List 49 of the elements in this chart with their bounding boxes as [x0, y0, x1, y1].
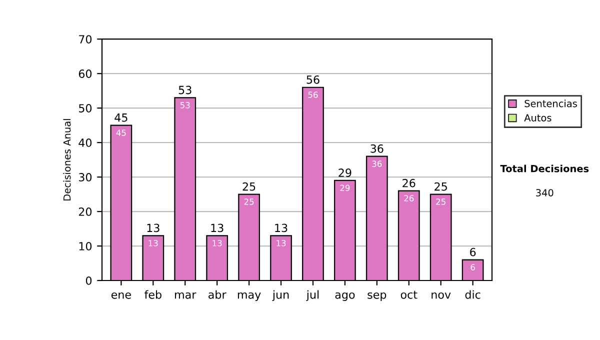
x-tick-label: sep [368, 292, 386, 301]
x-tick-label: ene [111, 292, 131, 299]
x-tick-label: nov [432, 292, 451, 299]
data-label: 13 [276, 240, 286, 246]
x-tick-label: may [238, 292, 261, 301]
text: 340 [536, 189, 554, 196]
y-tick-label: 20 [78, 208, 92, 216]
total-label: 26 [402, 178, 416, 188]
y-tick-label: 70 [79, 35, 92, 44]
data-label: 6 [470, 264, 475, 270]
y-tick-label: 50 [78, 104, 92, 112]
x-tick-label: ago [335, 292, 355, 301]
data-label: 25 [436, 198, 446, 205]
total-label: 6 [470, 248, 476, 256]
y-tick-label: 60 [78, 70, 92, 78]
data-label: 53 [180, 102, 190, 108]
text: Total Decisiones [500, 164, 589, 172]
y-tick-label: 30 [78, 173, 92, 182]
y-tick-label: 0 [86, 276, 92, 285]
x-tick-label: feb [144, 290, 162, 299]
y-tick-label: 10 [79, 242, 92, 250]
data-label: 13 [148, 240, 158, 246]
total-label: 13 [275, 224, 288, 232]
total-label: 53 [178, 86, 192, 94]
total-label: 25 [242, 182, 256, 191]
data-label: 45 [116, 130, 126, 136]
x-tick-label: jul [306, 290, 319, 301]
data-label: 36 [372, 160, 382, 167]
total-label: 36 [370, 144, 384, 153]
x-tick-label: jun [272, 290, 289, 301]
x-tick-label: abr [208, 290, 226, 299]
data-label: 25 [244, 198, 254, 205]
data-label: 56 [308, 92, 318, 98]
x-tick-label: mar [175, 292, 196, 299]
total-label: 25 [434, 182, 447, 191]
legend-label: Autos [524, 114, 552, 122]
legend-label: Sentencias [524, 100, 577, 108]
y-axis-title: Decisiones Anual [63, 119, 71, 200]
y-tick-label: 40 [78, 138, 92, 147]
total-label: 56 [306, 75, 320, 84]
total-label: 13 [211, 224, 224, 232]
x-tick-label: oct [400, 290, 418, 299]
x-tick-label: dic [465, 290, 480, 299]
total-label: 45 [114, 114, 128, 122]
total-label: 13 [147, 224, 160, 232]
total-label: 29 [338, 168, 352, 177]
data-label: 13 [212, 240, 222, 246]
data-label: 29 [340, 184, 350, 192]
data-label: 26 [404, 195, 414, 202]
